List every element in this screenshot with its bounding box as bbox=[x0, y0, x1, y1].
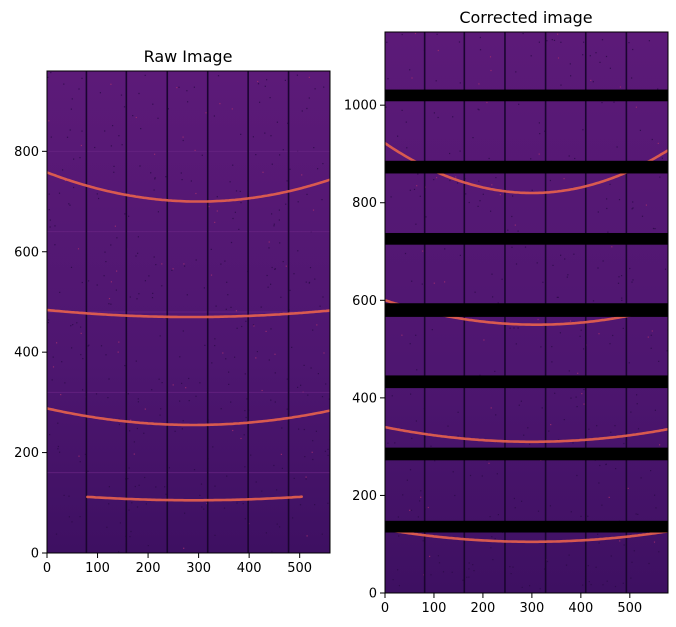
corrected-diffraction-ring bbox=[385, 528, 668, 544]
raw-y-tick-label: 400 bbox=[14, 346, 39, 361]
raw-image-title: Raw Image bbox=[144, 47, 233, 66]
corrected-x-tick-label: 300 bbox=[519, 601, 544, 616]
corrected-x-tick-label: 100 bbox=[422, 601, 447, 616]
corrected-image-title: Corrected image bbox=[459, 8, 592, 27]
corrected-x-tick-label: 200 bbox=[471, 601, 496, 616]
corrected-y-tick-label: 400 bbox=[352, 391, 377, 406]
corrected-y-tick-label: 0 bbox=[369, 587, 377, 602]
raw-diffraction-ring bbox=[47, 308, 330, 319]
corrected-image-panel: Corrected image 0 100 200 300 400 500 0 200 400 6… bbox=[344, 8, 669, 616]
raw-diffraction-ring bbox=[86, 495, 303, 502]
raw-x-tick-label: 100 bbox=[85, 561, 110, 576]
raw-y-tick-label: 600 bbox=[14, 245, 39, 260]
raw-diffraction-ring bbox=[47, 407, 330, 427]
raw-y-tick-label: 200 bbox=[14, 446, 39, 461]
corrected-masked-band bbox=[385, 303, 668, 317]
raw-image-panel: Raw Image 0 100 200 300 400 500 0 200 400 600 800 bbox=[14, 47, 331, 576]
corrected-y-tick-label: 200 bbox=[352, 489, 377, 504]
corrected-masked-band bbox=[385, 89, 668, 102]
raw-y-tick-label: 800 bbox=[14, 145, 39, 160]
raw-x-tick-label: 200 bbox=[136, 561, 161, 576]
corrected-heatmap bbox=[385, 32, 668, 593]
raw-x-tick-label: 400 bbox=[237, 561, 262, 576]
raw-axes-frame bbox=[46, 70, 331, 554]
corrected-masked-band bbox=[385, 447, 668, 461]
raw-y-tick-label: 0 bbox=[31, 547, 39, 562]
corrected-masked-band bbox=[385, 160, 668, 174]
corrected-masked-band bbox=[385, 232, 668, 245]
corrected-y-tick-label: 800 bbox=[352, 196, 377, 211]
corrected-masked-band bbox=[385, 520, 668, 533]
raw-x-tick-label: 300 bbox=[186, 561, 211, 576]
corrected-masked-band bbox=[385, 375, 668, 389]
corrected-x-tick-label: 400 bbox=[568, 601, 593, 616]
corrected-x-tick-label: 500 bbox=[617, 601, 642, 616]
raw-heatmap bbox=[47, 71, 330, 553]
raw-x-tick-label: 0 bbox=[43, 561, 51, 576]
corrected-y-tick-label: 1000 bbox=[344, 99, 377, 114]
raw-x-tick-label: 500 bbox=[287, 561, 312, 576]
corrected-x-tick-label: 0 bbox=[381, 601, 389, 616]
raw-diffraction-ring bbox=[47, 171, 330, 203]
corrected-diffraction-ring bbox=[385, 425, 668, 444]
corrected-axes-frame bbox=[384, 31, 669, 594]
corrected-y-tick-label: 600 bbox=[352, 294, 377, 309]
